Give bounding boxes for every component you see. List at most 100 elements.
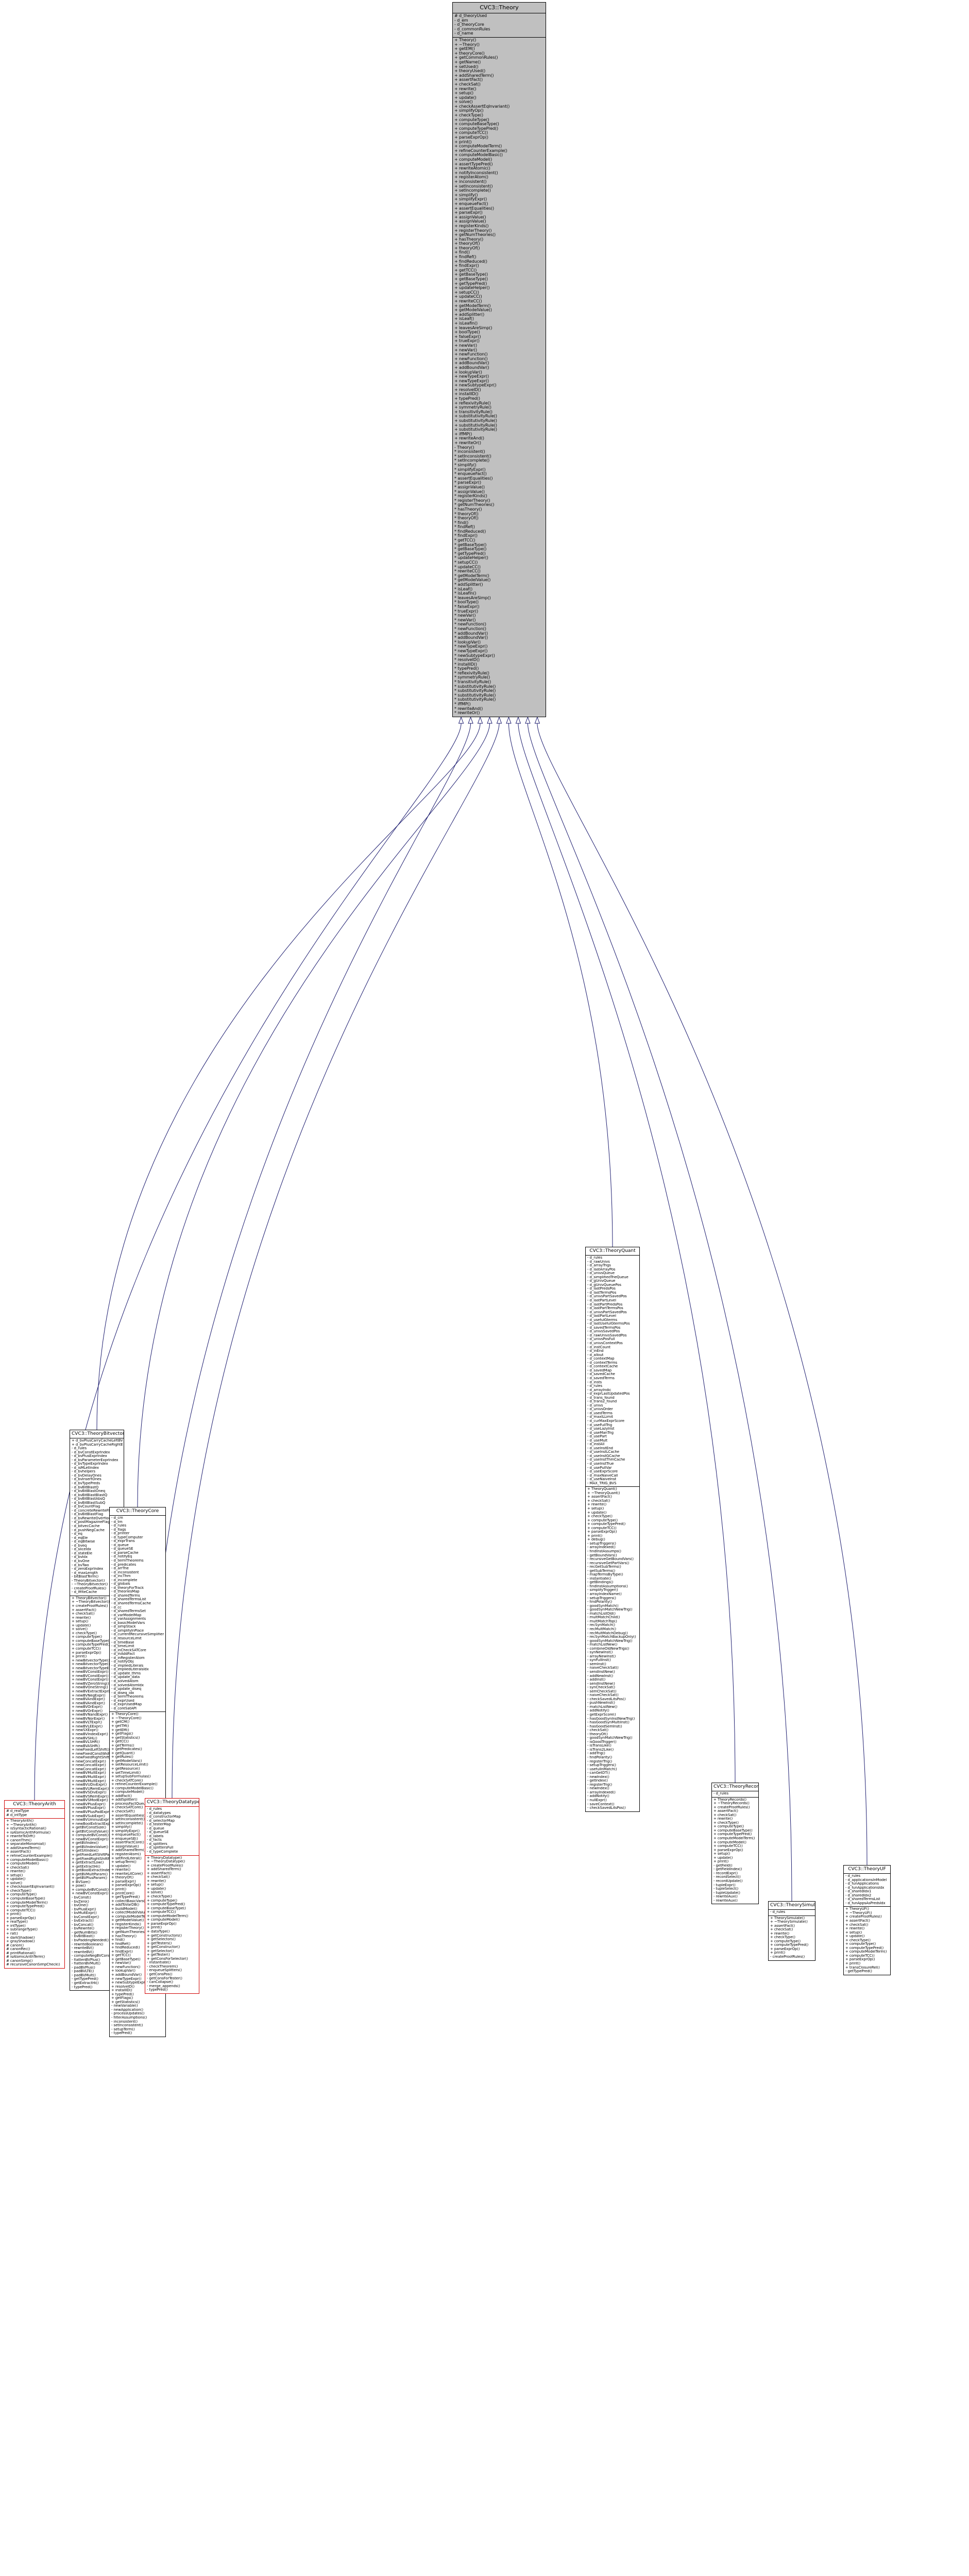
- inheritance-arrowhead-core: [487, 716, 492, 724]
- uml-method: + checkType(): [72, 1631, 97, 1635]
- uml-method: * substitutivityRule(): [454, 689, 496, 693]
- uml-method: - arrayIndexed(): [587, 1546, 616, 1550]
- uml-separator: [145, 1806, 199, 1807]
- uml-method: * getTypePred(): [454, 551, 486, 556]
- uml-method: - canCollapse(): [147, 1980, 174, 1985]
- uml-method: + getCM(): [111, 1720, 130, 1724]
- uml-attribute: - d_notifyEq: [111, 1555, 132, 1559]
- uml-class-records[interactable]: CVC3::TheoryRecords- d_rules+ TheoryReco…: [711, 1783, 759, 1905]
- uml-attribute: - d_impliedLiterals: [111, 1664, 144, 1668]
- uml-method: + theoryOf(): [454, 246, 480, 250]
- uml-method: + newBVNorExpr(): [72, 1717, 105, 1721]
- uml-method: - bvZero(): [72, 1900, 89, 1904]
- uml-method: + substitutivityRule(): [454, 419, 497, 423]
- uml-method: + newBVExtractExpr(): [72, 1690, 111, 1693]
- uml-method: # printRational(): [6, 1951, 36, 1955]
- uml-method: - rewriteBV(): [72, 1950, 94, 1954]
- uml-attribute: - d_lastPartLevel: [587, 1299, 616, 1303]
- uml-method: + computeModel(): [454, 158, 492, 162]
- uml-class-quant[interactable]: CVC3::TheoryQuant - d_rules - d_rawUnivs - …: [585, 1247, 640, 1812]
- uml-method: + setup(): [72, 1620, 89, 1624]
- uml-method: + falseExpr(): [454, 334, 481, 339]
- uml-attribute: - d_em: [454, 18, 468, 23]
- uml-method: + newBVConstExpr(): [72, 1837, 109, 1841]
- uml-method: - addInst(): [587, 1678, 606, 1682]
- uml-class-arith[interactable]: CVC3::TheoryArith # d_realType # d_intType…: [4, 1800, 65, 1969]
- uml-method: + substitutivityRule(): [454, 428, 497, 432]
- uml-method: - combineOldNewTrigs(): [587, 1647, 630, 1651]
- uml-attribute: - d_funApplications: [845, 1882, 879, 1886]
- uml-method: # canonRec(): [6, 1947, 30, 1952]
- uml-method: + resolveID(): [454, 387, 481, 392]
- uml-method-section: + TheoryRecords() + ~TheoryRecords() + cre…: [712, 1798, 758, 1904]
- uml-attribute: - d_curMaxExprScore: [587, 1419, 624, 1423]
- uml-method: + ~TheoryDatatype(): [147, 1860, 185, 1864]
- uml-method: + computeType(): [713, 1825, 744, 1829]
- uml-method: + rewriteCC(): [454, 299, 482, 303]
- uml-method: + computeType(): [454, 117, 489, 122]
- uml-attribute: - d_instCount: [587, 1345, 610, 1349]
- uml-method: + refineCounterExample(): [111, 1783, 158, 1787]
- uml-method: * simplifyExpr(): [454, 467, 486, 472]
- uml-method: + rewrite(): [147, 1879, 166, 1883]
- uml-attribute: - d_typeComplete: [147, 1850, 178, 1854]
- uml-method: + assertFact(): [6, 1850, 31, 1854]
- uml-method: # recursiveCanonSimpCheck(): [6, 1963, 60, 1967]
- uml-attribute: - d_exprTrans: [111, 1539, 135, 1544]
- uml-method: - setInconsistent(): [111, 2024, 143, 2028]
- uml-method: + addFact(): [111, 1794, 132, 1798]
- uml-method: + ~TheoryBitvector(): [72, 1600, 110, 1604]
- uml-method-section: + TheoryQuant() + ~TheoryQuant() + assertF…: [586, 1487, 639, 1811]
- uml-attribute: - d_usePullVar: [587, 1466, 612, 1470]
- uml-class-theory[interactable]: CVC3::Theory # d_theoryUsed - d_em - d_theo…: [452, 2, 546, 717]
- uml-method: + printCore(): [111, 1891, 134, 1895]
- inheritance-edge-simulate: [527, 723, 792, 1902]
- inheritance-edge-datatype: [172, 723, 500, 1799]
- uml-attribute: - d_parseCache: [111, 1551, 139, 1555]
- uml-method: + rewriteOr(): [454, 441, 481, 445]
- uml-class-simulate[interactable]: CVC3::TheorySimulate- d_rules+ TheorySim…: [768, 1901, 815, 1961]
- uml-method: + parseExprOp(): [713, 1848, 743, 1852]
- uml-method: - usefulInMatch(): [587, 1767, 617, 1771]
- uml-method: - canGetDT(): [587, 1771, 610, 1775]
- uml-attribute: # d_intType: [6, 1813, 27, 1817]
- uml-class-uf[interactable]: CVC3::TheoryUF - d_rules - d_applicationsI…: [843, 1865, 891, 1975]
- uml-method: + newBVURemExpr(): [72, 1787, 109, 1791]
- uml-attribute: - d_splitters: [147, 1842, 167, 1846]
- uml-method: + newBVConstExpr(): [72, 1670, 109, 1674]
- uml-method: - naiveCheckSat(): [587, 1666, 619, 1670]
- uml-method: * setIncomplete(): [454, 459, 490, 463]
- uml-method: + lookupVar(): [454, 370, 482, 375]
- uml-method: + newBVSModExpr(): [72, 1799, 108, 1803]
- uml-method: + getCommonRules(): [454, 56, 498, 60]
- uml-attribute: - d_instAll: [587, 1443, 605, 1447]
- uml-separator: [5, 1808, 64, 1809]
- uml-class-datatype[interactable]: CVC3::TheoryDatatype - d_rules - d_datatyp…: [145, 1798, 199, 1994]
- uml-method: + parseExprOp(): [111, 1884, 141, 1888]
- uml-method: + computeBaseType(): [72, 1639, 111, 1643]
- uml-method: + addSharedTerm(): [454, 73, 494, 78]
- uml-method: + newBVMultExpr(): [72, 1775, 106, 1780]
- uml-attribute: - d_simplifyInPlace: [111, 1629, 144, 1633]
- uml-method: - findInstAssumps(): [587, 1550, 621, 1554]
- uml-method: - newIndex(): [587, 1775, 609, 1779]
- uml-method: + checkSat(): [587, 1499, 610, 1503]
- uml-attribute: - MAX_TRIG_BVS: [587, 1481, 617, 1485]
- uml-class-core[interactable]: CVC3::TheoryCore - d_cm - d_tm - d_rules - d…: [109, 1507, 166, 2037]
- uml-method: + checkSat(): [72, 1612, 95, 1616]
- uml-method: + refineCounterExample(): [6, 1854, 53, 1858]
- uml-class-title: CVC3::TheorySimulate: [770, 1903, 815, 1908]
- uml-method: + createProofRules(): [147, 1863, 183, 1868]
- uml-attribute: - d_sharedTerms: [111, 1594, 140, 1598]
- uml-method: + leavesAreSimp(): [454, 326, 492, 330]
- uml-method: - synCheckSat(): [587, 1686, 615, 1690]
- uml-attribute: - d_simplifiedTrieQueue: [587, 1275, 628, 1279]
- uml-attribute: - d_testerMap: [147, 1823, 171, 1827]
- uml-method: + getModelVars(): [111, 1759, 142, 1763]
- uml-attribute: - d_commonRules: [454, 27, 490, 31]
- uml-method: + print(): [587, 1534, 603, 1538]
- uml-attribute: - d_splittersFull: [147, 1846, 174, 1850]
- uml-method: - newIndex(): [587, 1787, 609, 1791]
- uml-attribute: - d_arrTrie: [111, 1567, 129, 1571]
- uml-attribute: # d_theoryUsed: [454, 14, 487, 18]
